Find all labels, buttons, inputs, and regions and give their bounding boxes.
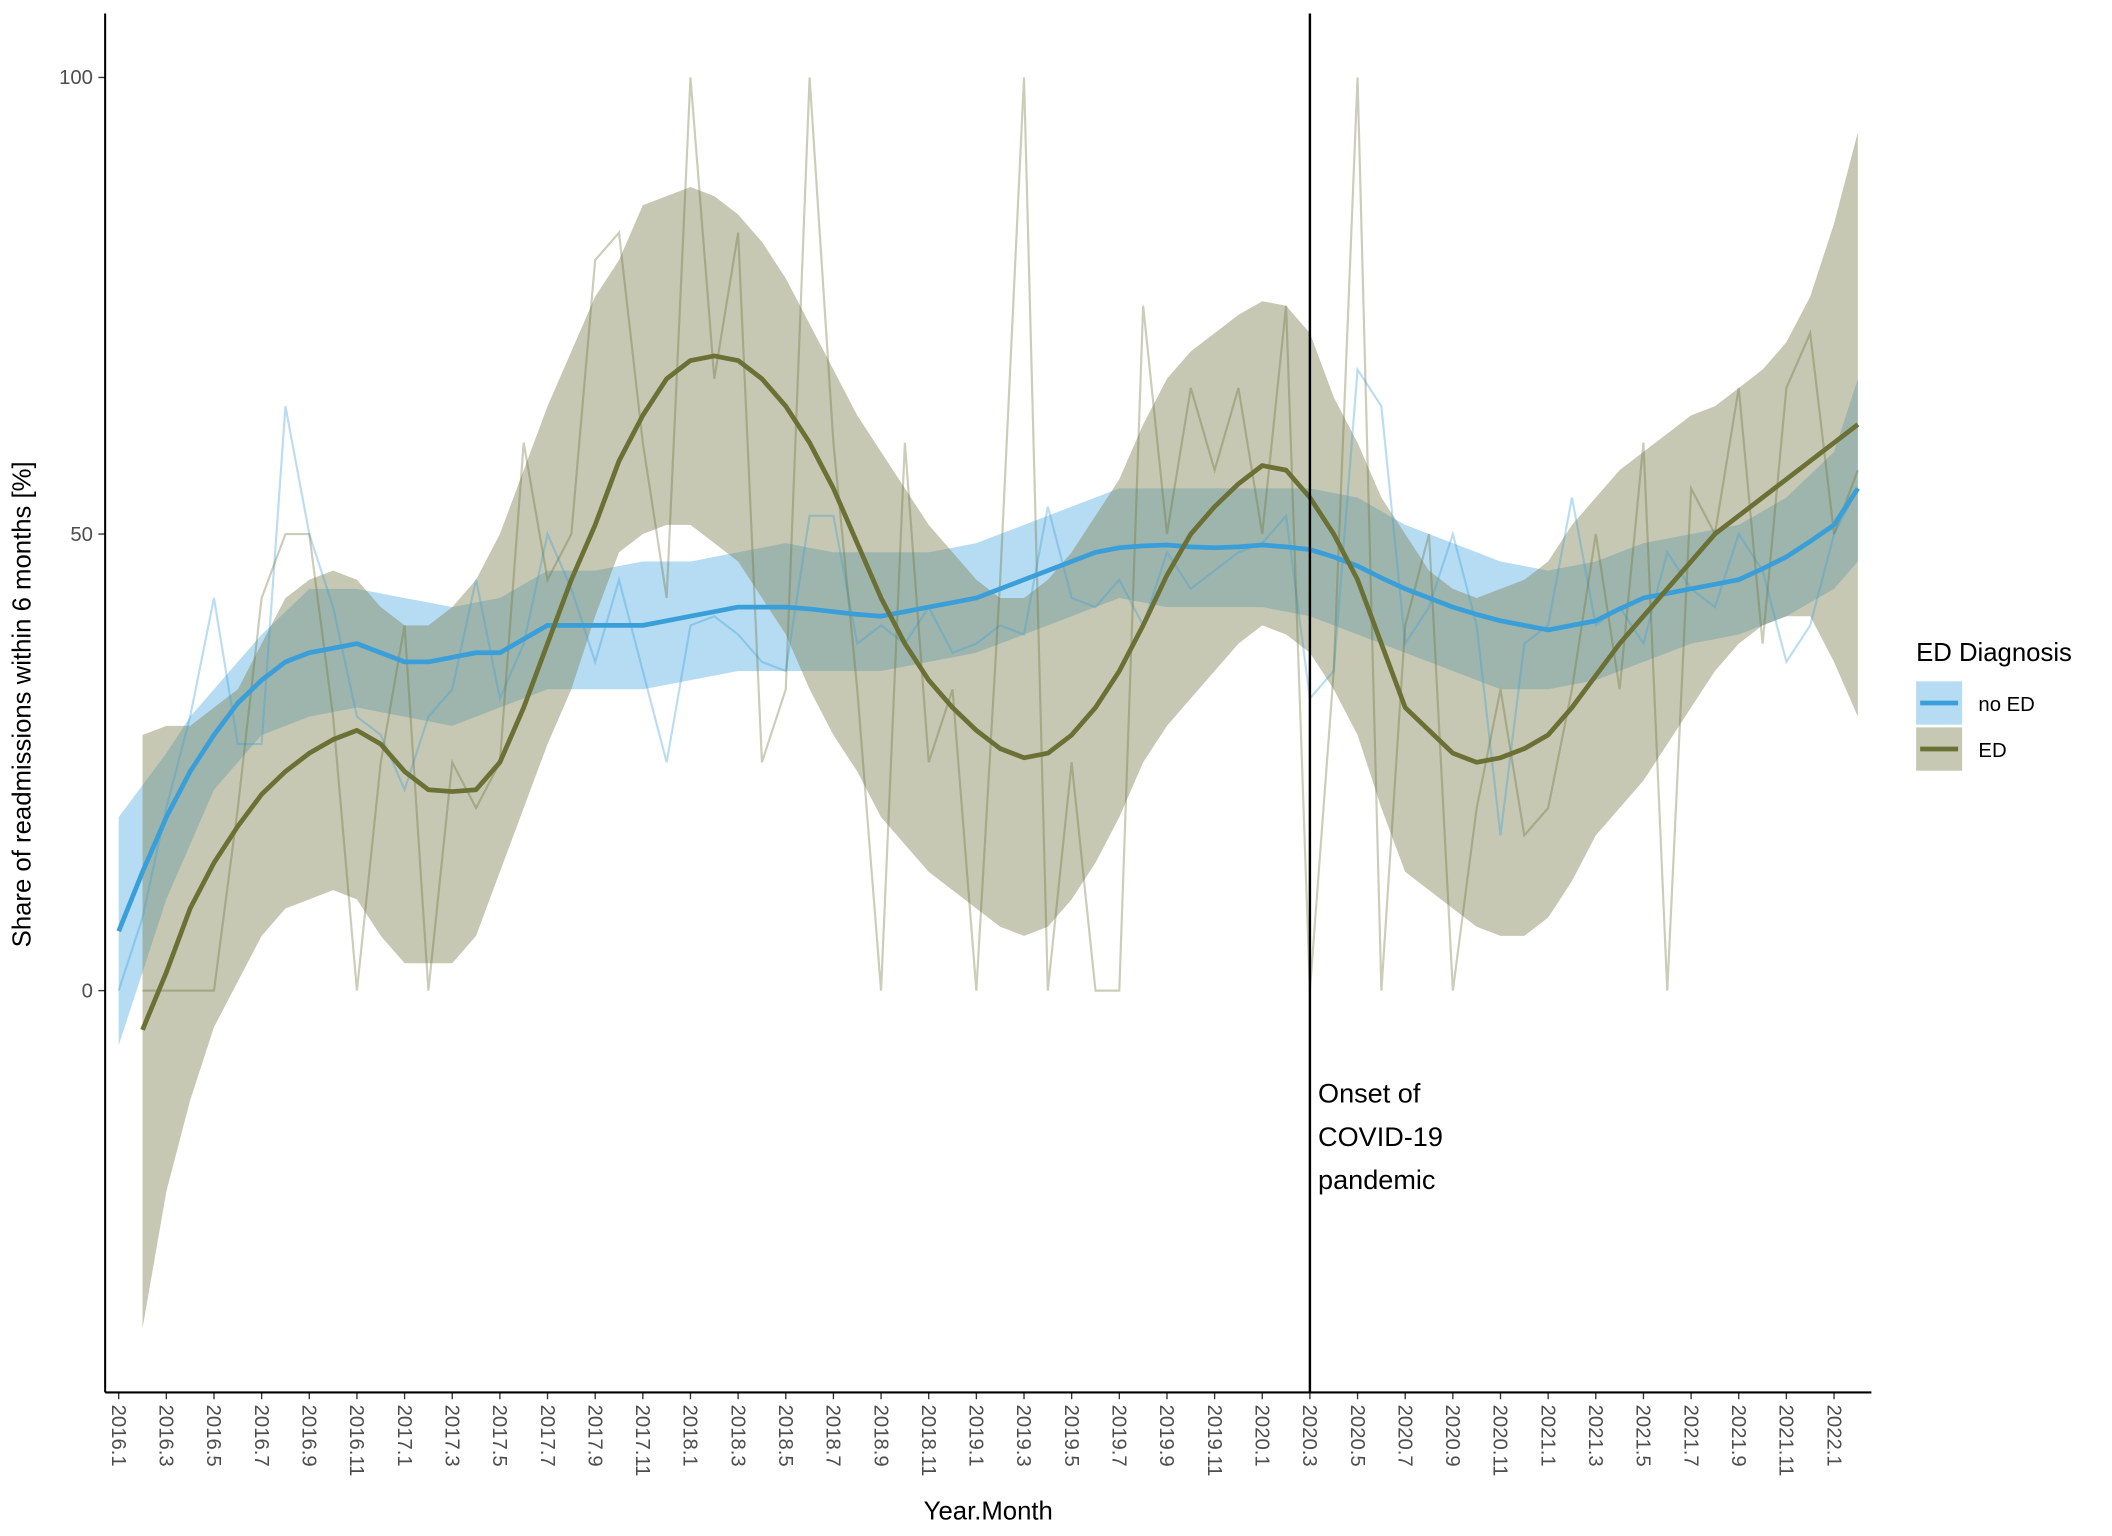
x-tick-label: 2019.7 xyxy=(1108,1405,1130,1467)
x-tick-label: 2018.9 xyxy=(869,1405,891,1467)
y-tick-label: 100 xyxy=(59,67,93,89)
x-tick-label: 2021.3 xyxy=(1584,1405,1606,1467)
x-tick-label: 2016.7 xyxy=(250,1405,272,1467)
legend-label: no ED xyxy=(1978,694,2034,716)
x-tick-label: 2021.5 xyxy=(1632,1405,1654,1467)
x-tick-label: 2020.3 xyxy=(1298,1405,1320,1467)
x-tick-label: 2018.3 xyxy=(726,1405,748,1467)
x-tick-label: 2020.1 xyxy=(1250,1405,1272,1467)
x-tick-label: 2021.9 xyxy=(1727,1405,1749,1467)
x-tick-label: 2019.11 xyxy=(1203,1405,1225,1477)
raw-line xyxy=(117,366,1859,991)
x-tick-label: 2016.9 xyxy=(298,1405,320,1467)
x-tick-label: 2021.11 xyxy=(1775,1405,1797,1477)
x-tick-label: 2019.9 xyxy=(1155,1405,1177,1467)
x-tick-label: 2020.5 xyxy=(1346,1405,1368,1467)
x-tick-label: 2018.11 xyxy=(917,1405,939,1477)
x-tick-label: 2016.11 xyxy=(345,1405,367,1477)
x-tick-label: 2020.9 xyxy=(1441,1405,1463,1467)
y-axis-label: Share of readmissions within 6 months [%… xyxy=(9,461,37,947)
confidence-band xyxy=(118,378,1858,1046)
x-axis-label: Year.Month xyxy=(924,1498,1053,1526)
x-tick-label: 2017.9 xyxy=(583,1405,605,1467)
x-tick-label: 2016.5 xyxy=(202,1405,224,1467)
y-tick-label: 50 xyxy=(70,524,93,546)
x-tick-label: 2017.11 xyxy=(631,1405,653,1477)
smooth-line xyxy=(140,353,1860,1031)
x-tick-label: 2018.7 xyxy=(822,1405,844,1467)
x-tick-label: 2017.1 xyxy=(393,1405,415,1467)
x-tick-label: 2019.1 xyxy=(965,1405,987,1467)
annotation: Onset of xyxy=(1318,1078,1421,1109)
legend-label: ED xyxy=(1978,740,2006,762)
x-tick-label: 2018.5 xyxy=(774,1405,796,1467)
x-tick-label: 2017.3 xyxy=(440,1405,462,1467)
x-tick-label: 2021.7 xyxy=(1679,1405,1701,1467)
x-tick-label: 2016.1 xyxy=(107,1405,129,1467)
x-tick-label: 2018.1 xyxy=(679,1405,701,1467)
x-tick-label: 2017.7 xyxy=(536,1405,558,1467)
x-tick-label: 2022.1 xyxy=(1822,1405,1844,1467)
x-tick-label: 2016.3 xyxy=(155,1405,177,1467)
raw-line xyxy=(142,77,1859,992)
x-tick-label: 2019.3 xyxy=(1012,1405,1034,1467)
confidence-band xyxy=(142,132,1858,1329)
x-tick-label: 2021.1 xyxy=(1536,1405,1558,1467)
x-tick-label: 2020.7 xyxy=(1393,1405,1415,1467)
smooth-line xyxy=(116,487,1860,933)
legend-title: ED Diagnosis xyxy=(1916,639,2072,667)
x-tick-label: 2019.5 xyxy=(1060,1405,1082,1467)
annotation: pandemic xyxy=(1318,1164,1435,1195)
x-tick-label: 2020.11 xyxy=(1489,1405,1511,1477)
annotation: COVID-19 xyxy=(1318,1121,1443,1152)
y-tick-label: 0 xyxy=(82,980,93,1002)
x-tick-label: 2017.5 xyxy=(488,1405,510,1467)
